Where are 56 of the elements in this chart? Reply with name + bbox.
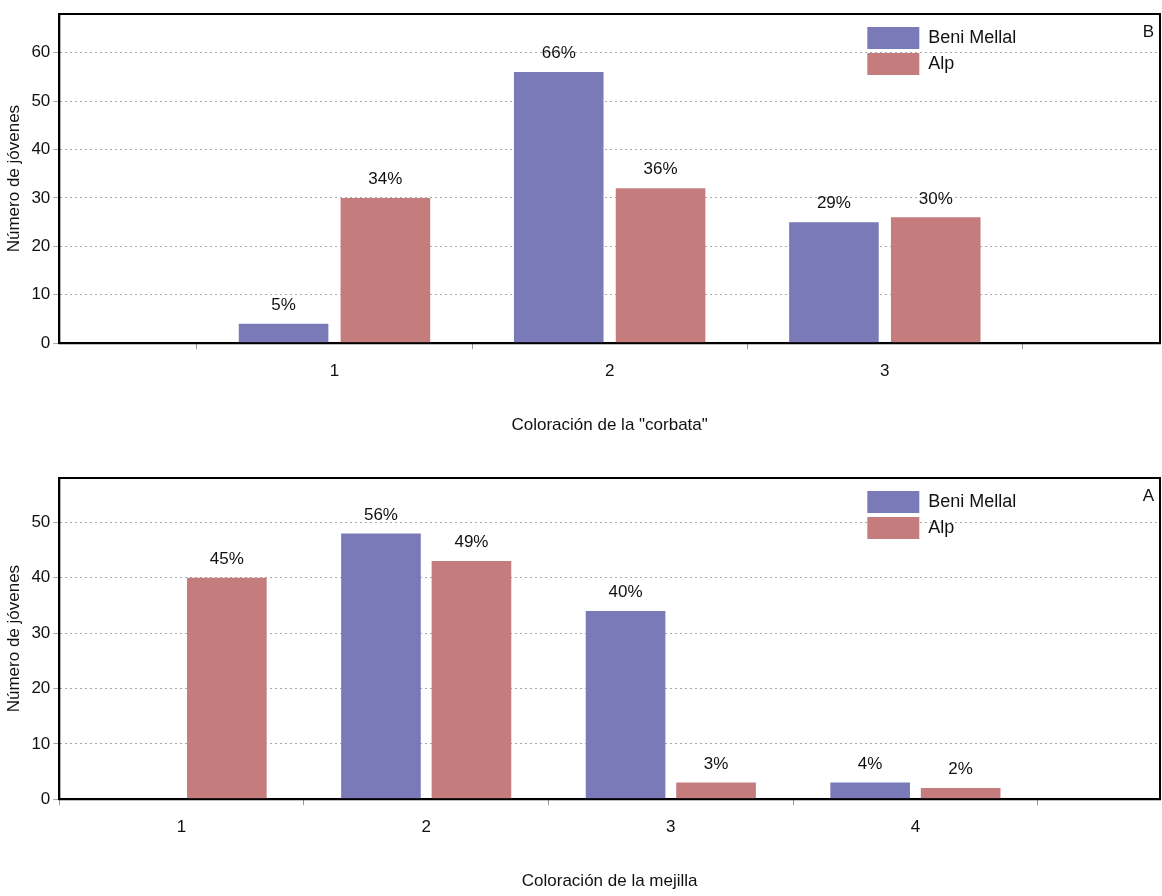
annotation: 29%: [816, 193, 851, 213]
y-tick-label: 60: [31, 42, 51, 62]
bar: [615, 188, 706, 343]
y-tick-label: 20: [31, 236, 51, 256]
bar: [513, 72, 604, 343]
y-tick-label: 50: [31, 511, 51, 531]
x-tick-label: 2: [421, 817, 431, 837]
y-tick-label: 10: [31, 284, 51, 304]
y-tick-label: 40: [31, 567, 51, 587]
x-tick-label: 4: [910, 817, 921, 837]
bar: [585, 610, 666, 799]
y-tick-label: 50: [31, 90, 51, 110]
x-tick-label: 1: [176, 817, 187, 837]
x-tick-label: 2: [604, 361, 615, 381]
bar: [920, 788, 1001, 799]
y-tick-label: 30: [31, 187, 51, 207]
x-axis-title: Coloración de la "corbata": [511, 415, 708, 435]
y-tick-label: 40: [31, 139, 51, 159]
annotation: 49%: [454, 532, 489, 552]
annotation: 2%: [948, 759, 973, 779]
annotation: 66%: [541, 43, 576, 63]
y-tick-label: 30: [31, 622, 51, 642]
annotation: 40%: [608, 582, 643, 602]
bar: [431, 561, 512, 799]
bar: [340, 197, 431, 343]
x-axis-title: Coloración de la mejilla: [521, 871, 699, 891]
bar: [830, 782, 910, 799]
annotation: A: [1142, 486, 1155, 506]
x-tick-label: 1: [329, 361, 340, 381]
legend-label: Beni Mellal: [928, 490, 1017, 511]
y-tick-label: 20: [31, 678, 51, 698]
legend-label: Alp: [928, 516, 955, 537]
bar: [676, 782, 756, 799]
bar: [890, 217, 981, 343]
bar: [789, 222, 879, 343]
annotation: 56%: [363, 504, 398, 524]
x-tick-label: 3: [666, 817, 676, 837]
bar: [238, 323, 329, 343]
bar: [341, 533, 421, 799]
annotation: 4%: [857, 753, 883, 773]
annotation: 3%: [703, 753, 729, 773]
y-axis-title: Número de jóvenes: [3, 564, 23, 713]
y-tick-label: 10: [31, 733, 51, 753]
y-axis-title: Número de jóvenes: [3, 104, 23, 253]
legend-label: Alp: [928, 52, 955, 73]
y-tick-label: 0: [40, 332, 51, 352]
bar: [187, 577, 267, 799]
annotation: B: [1142, 22, 1154, 42]
y-tick-label: 0: [40, 788, 51, 808]
annotation: 5%: [271, 295, 296, 315]
annotation: 30%: [918, 188, 953, 208]
annotation: 34%: [368, 169, 403, 189]
annotation: 36%: [643, 159, 678, 179]
x-tick-label: 3: [880, 361, 890, 381]
legend-label: Beni Mellal: [928, 26, 1017, 47]
annotation: 45%: [209, 548, 244, 568]
